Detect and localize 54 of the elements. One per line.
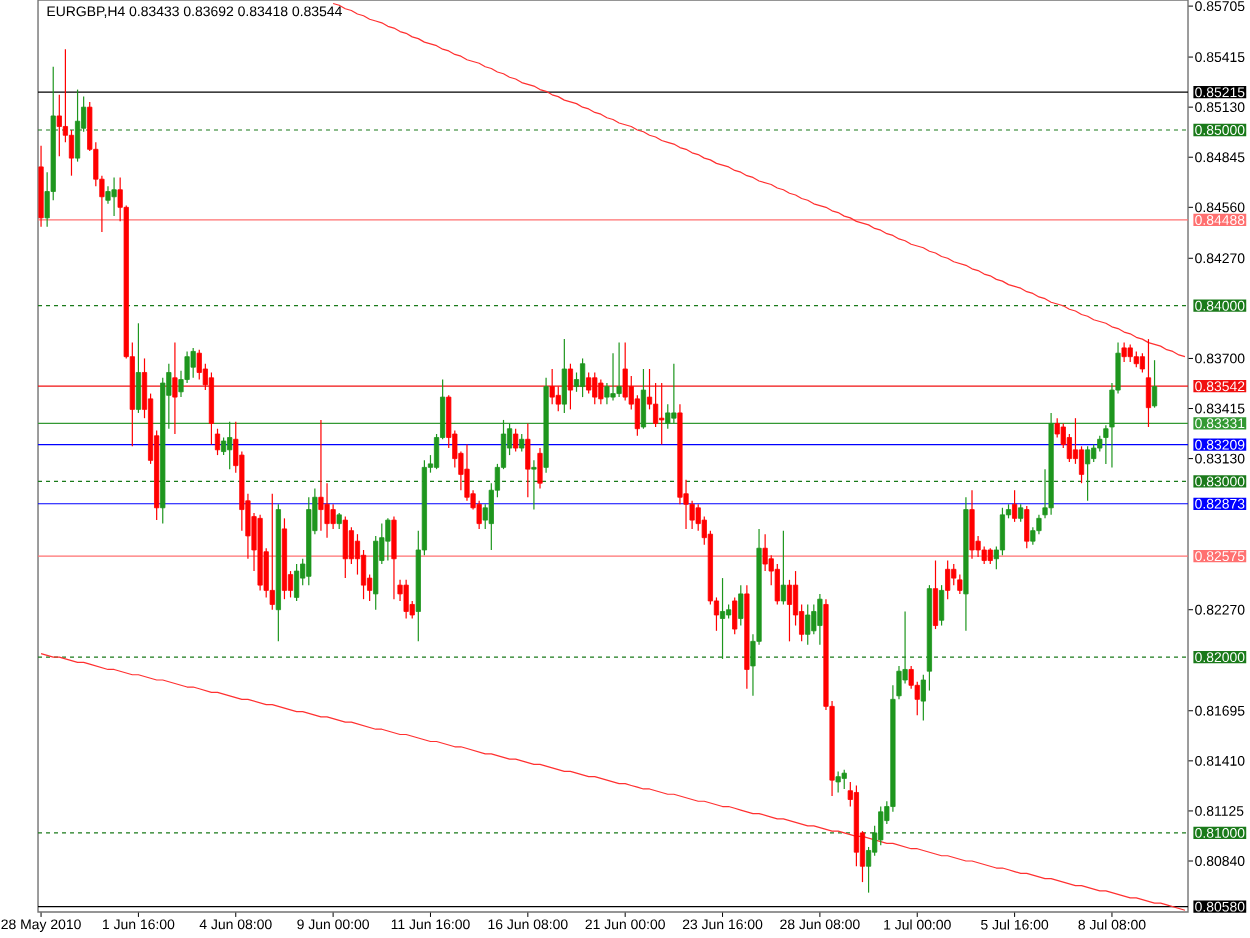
- candlestick: [640, 368, 647, 430]
- candlestick: [580, 357, 586, 398]
- candlestick: [841, 769, 847, 790]
- candlestick: [190, 347, 196, 379]
- candlestick: [385, 517, 391, 562]
- candlestick: [719, 577, 726, 660]
- candlestick: [659, 382, 665, 446]
- candlestick: [622, 342, 628, 402]
- candlestick: [945, 559, 951, 600]
- candlestick: [391, 515, 397, 600]
- candlestick: [573, 371, 580, 393]
- candlestick: [330, 503, 336, 530]
- candlestick: [939, 584, 945, 627]
- candlestick: [549, 368, 555, 405]
- candlestick: [561, 338, 567, 414]
- candlestick: [294, 563, 300, 602]
- candlestick: [342, 515, 348, 579]
- candlestick: [74, 88, 81, 163]
- candlestick: [1012, 489, 1018, 523]
- candlestick: [1151, 359, 1158, 409]
- candlestick: [598, 378, 604, 405]
- candlestick: [567, 363, 574, 410]
- candlestick: [738, 584, 744, 627]
- candlestick: [208, 371, 215, 446]
- candlestick: [318, 419, 324, 532]
- candlestick: [525, 422, 531, 498]
- candlestick: [671, 363, 677, 425]
- candlestick: [537, 447, 543, 490]
- candlestick: [592, 371, 598, 405]
- candlestick: [464, 443, 470, 502]
- candlestick: [805, 603, 811, 646]
- candlestick: [951, 563, 957, 586]
- candlestick: [269, 493, 275, 611]
- candlestick: [774, 563, 780, 606]
- candlestick: [135, 322, 141, 414]
- candlestick: [969, 489, 975, 560]
- candlestick: [172, 342, 178, 435]
- candlestick: [817, 593, 823, 646]
- candlestick: [227, 421, 233, 470]
- candlestick: [616, 342, 622, 398]
- candlestick: [403, 579, 409, 620]
- candlestick: [835, 770, 841, 794]
- candlestick: [1145, 338, 1152, 428]
- candlestick: [786, 579, 793, 642]
- candlestick: [932, 559, 939, 630]
- candlestick: [732, 596, 738, 635]
- candlestick: [1121, 342, 1127, 363]
- candlestick: [531, 459, 537, 511]
- candlestick: [1085, 445, 1091, 502]
- candlestick: [111, 176, 117, 217]
- candlestick: [586, 371, 592, 395]
- candlestick: [780, 530, 786, 606]
- candlestick: [513, 428, 519, 453]
- candlestick: [1024, 505, 1030, 549]
